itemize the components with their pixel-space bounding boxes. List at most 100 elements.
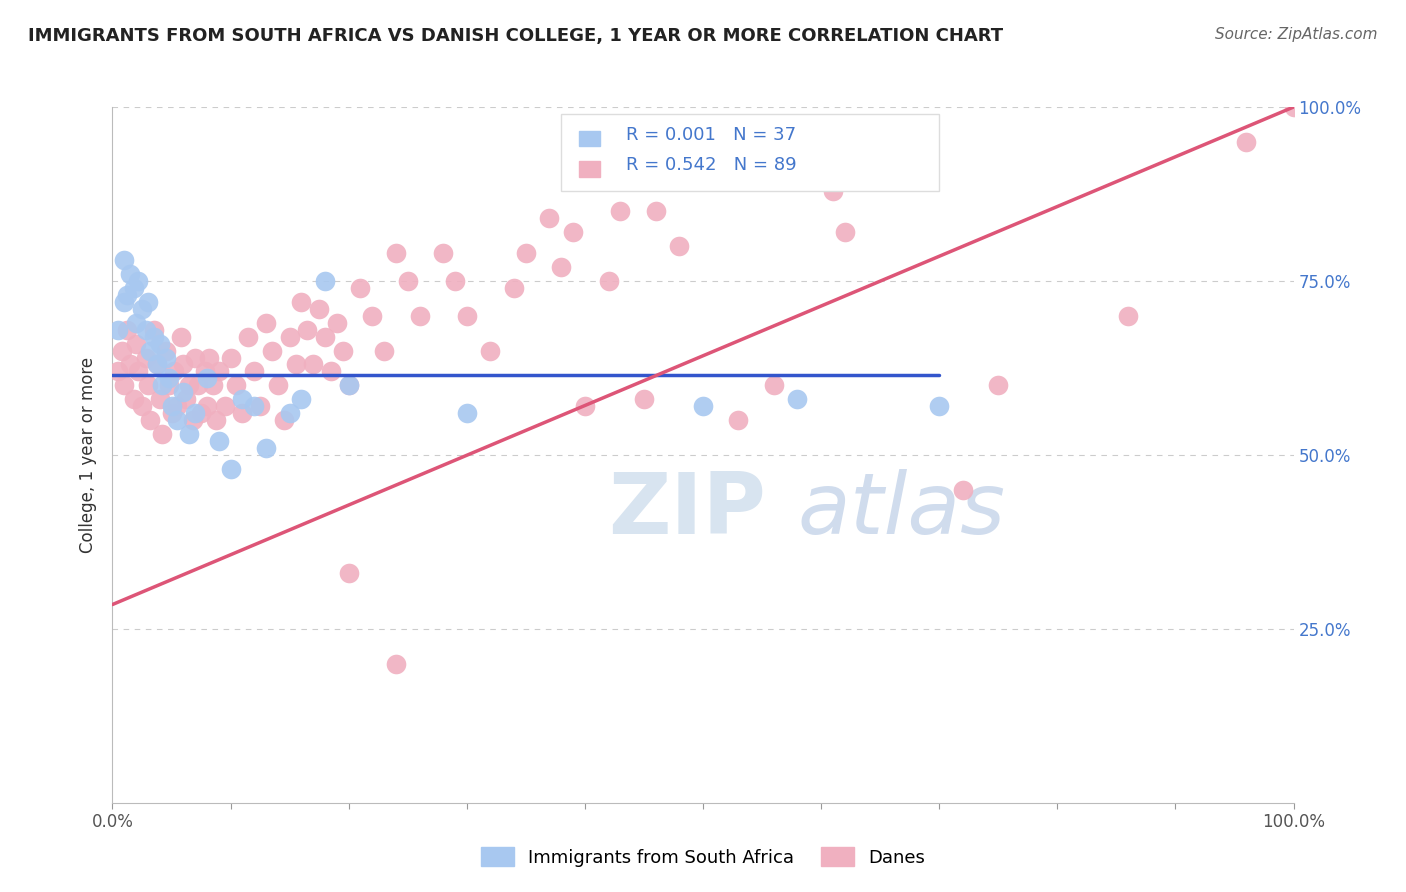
Point [373,343,395,358]
Bar [579,131,600,146]
Point [273,413,295,427]
Point [208,434,231,448]
Point [456,406,478,420]
Point [727,413,749,427]
Point [150,378,173,392]
Point [112,253,135,268]
Point [385,657,408,671]
Point [834,225,856,239]
Point [163,364,186,378]
Point [260,343,283,358]
Point [142,329,165,343]
Point [1116,309,1139,323]
Point [195,371,218,385]
Point [172,358,194,372]
Point [190,406,212,420]
Point [120,358,142,372]
Point [396,274,419,288]
Point [243,364,266,378]
Point [456,309,478,323]
Point [157,378,180,392]
Point [538,211,561,226]
Point [155,343,177,358]
Point [337,566,360,581]
Point [149,392,172,407]
Point [111,343,134,358]
Point [243,399,266,413]
Point [254,441,277,455]
Point [166,399,188,413]
Point [127,274,149,288]
Point [181,413,204,427]
Point [254,316,277,330]
Point [125,336,148,351]
Point [644,204,666,219]
Point [609,204,631,219]
Point [692,169,714,184]
Point [112,378,135,392]
Point [550,260,572,274]
Point [987,378,1010,392]
Point [408,309,430,323]
Point [195,399,218,413]
Point [479,343,502,358]
Point [205,413,228,427]
Point [149,336,172,351]
Point [385,246,408,260]
Point [1282,100,1305,114]
Point [131,301,153,316]
Point [125,316,148,330]
Point [692,399,714,413]
Point [319,364,342,378]
Text: IMMIGRANTS FROM SOUTH AFRICA VS DANISH COLLEGE, 1 YEAR OR MORE CORRELATION CHART: IMMIGRANTS FROM SOUTH AFRICA VS DANISH C… [28,27,1004,45]
Point [432,246,454,260]
Point [249,399,271,413]
Point [290,392,312,407]
Point [122,281,145,295]
Point [278,406,301,420]
Point [302,358,325,372]
Point [136,378,159,392]
Point [219,351,242,365]
Bar [579,161,600,177]
Text: Source: ZipAtlas.com: Source: ZipAtlas.com [1215,27,1378,42]
Point [208,364,231,378]
Point [267,378,290,392]
Point [184,406,207,420]
Y-axis label: College, 1 year or more: College, 1 year or more [79,357,97,553]
Point [219,462,242,476]
Point [201,378,224,392]
Point [786,392,808,407]
Point [174,392,197,407]
Point [112,294,135,309]
Point [297,323,319,337]
Point [231,392,253,407]
Point [225,378,247,392]
Point [337,378,360,392]
Point [308,301,330,316]
Point [214,399,236,413]
Point [194,364,217,378]
Text: atlas: atlas [797,469,1005,552]
Point [155,351,177,365]
Point [122,392,145,407]
Point [574,399,596,413]
Point [120,267,142,281]
Text: R = 0.542   N = 89: R = 0.542 N = 89 [626,156,797,174]
Point [515,246,537,260]
Point [107,323,129,337]
Point [290,294,312,309]
Legend: Immigrants from South Africa, Danes: Immigrants from South Africa, Danes [474,840,932,874]
Point [170,329,193,343]
Point [314,329,336,343]
Point [332,343,354,358]
Point [115,288,138,302]
Point [184,351,207,365]
Point [172,385,194,400]
Point [598,274,620,288]
Point [179,378,201,392]
Point [135,351,157,365]
Point [314,274,336,288]
Point [139,413,162,427]
Point [198,351,221,365]
